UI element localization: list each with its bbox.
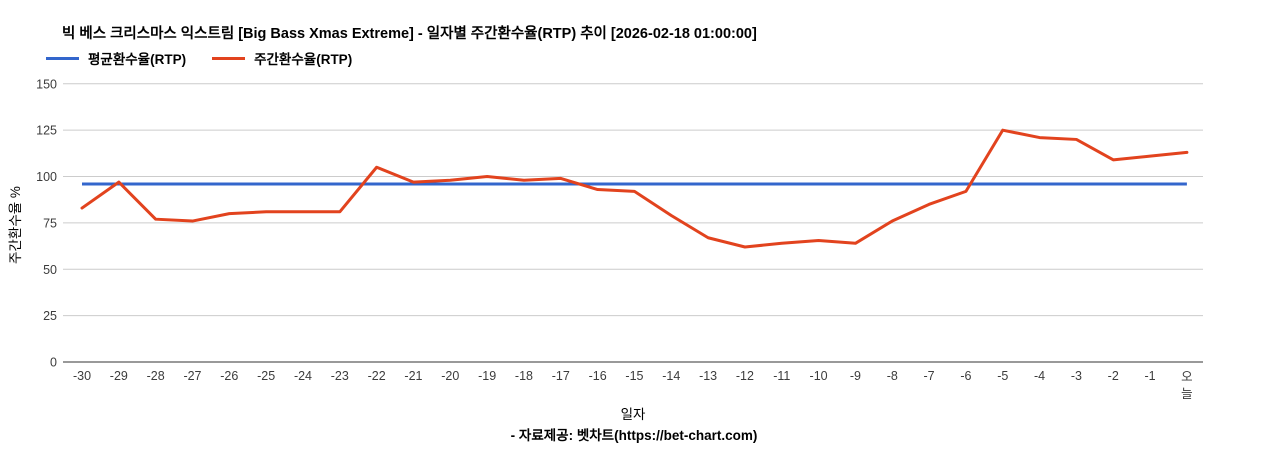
x-tick-label: -21 [404, 369, 422, 383]
legend-item-weekly-rtp[interactable]: 주간환수율(RTP) [212, 48, 352, 68]
x-tick-label: -28 [147, 369, 165, 383]
y-tick-label: 100 [36, 170, 57, 184]
x-tick-label: -18 [515, 369, 533, 383]
x-tick-label: -25 [257, 369, 275, 383]
x-tick-label: -7 [924, 369, 935, 383]
x-tick-label: -24 [294, 369, 312, 383]
x-tick-label: -9 [850, 369, 861, 383]
chart-footer-source: - 자료제공: 벳차트(https://bet-chart.com) [510, 428, 758, 443]
chart-title: 빅 베스 크리스마스 익스트림 [Big Bass Xmas Extreme] … [62, 26, 757, 42]
y-tick-label: 25 [43, 309, 57, 323]
x-tick-label: -8 [887, 369, 898, 383]
x-tick-label: -26 [220, 369, 238, 383]
legend-item-average-rtp[interactable]: 평균환수율(RTP) [46, 48, 186, 68]
x-tick-label: -1 [1145, 369, 1156, 383]
x-tick-label: -17 [552, 369, 570, 383]
y-tick-label: 150 [36, 77, 57, 91]
y-axis-title: 주간환수율 % [8, 186, 23, 264]
legend-label-average-rtp: 평균환수율(RTP) [88, 52, 187, 67]
legend-label-weekly-rtp: 주간환수율(RTP) [254, 52, 353, 67]
x-tick-label-today: 늘 [1181, 387, 1193, 401]
y-tick-label: 0 [50, 356, 57, 370]
x-tick-label: -4 [1034, 369, 1045, 383]
x-tick-label: -23 [331, 369, 349, 383]
x-tick-label-today: 오 [1181, 370, 1193, 384]
x-tick-label: -20 [441, 369, 459, 383]
x-tick-label: -29 [110, 369, 128, 383]
y-tick-label: 125 [36, 124, 57, 138]
x-tick-label: -15 [625, 369, 643, 383]
x-tick-label: -2 [1108, 369, 1119, 383]
x-tick-label: -14 [662, 369, 680, 383]
chart-legend: 평균환수율(RTP) 주간환수율(RTP) [46, 48, 352, 68]
x-tick-label: -16 [589, 369, 607, 383]
x-tick-label: -11 [773, 369, 790, 383]
y-tick-label: 75 [43, 216, 57, 230]
weekly-rtp-line-swatch [212, 56, 246, 60]
x-tick-label: -13 [699, 369, 717, 383]
x-axis-title: 일자 [620, 407, 646, 422]
x-tick-label: -10 [810, 369, 828, 383]
x-tick-label: -5 [997, 369, 1008, 383]
weekly-rtp-line [80, 128, 1189, 249]
x-tick-label: -3 [1071, 369, 1082, 383]
x-tick-label: -30 [73, 369, 91, 383]
x-tick-label: -27 [183, 369, 201, 383]
x-tick-label: -12 [736, 369, 754, 383]
x-tick-label: -19 [478, 369, 496, 383]
y-tick-label: 50 [43, 263, 57, 277]
x-tick-label: -22 [368, 369, 386, 383]
average-rtp-line-swatch [46, 56, 79, 60]
x-tick-label: -6 [960, 369, 971, 383]
